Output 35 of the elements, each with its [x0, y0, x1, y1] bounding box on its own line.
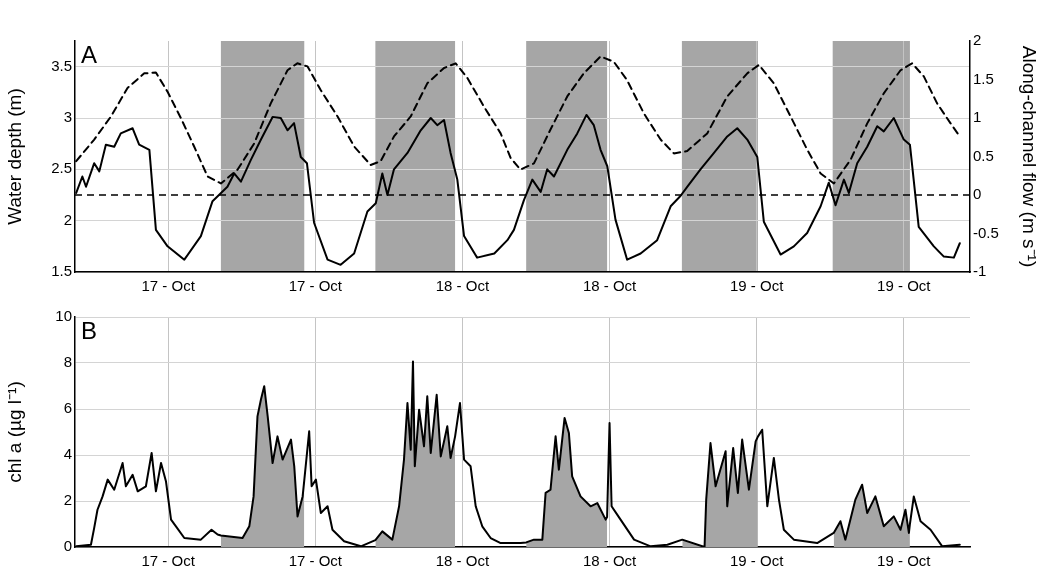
- x-tick-label: 18 - Oct: [435, 552, 490, 570]
- x-tick-label: 18 - Oct: [435, 277, 490, 295]
- y-tick-label: 2: [63, 210, 72, 228]
- y2-tick-label: 0: [973, 185, 982, 203]
- x-tick-label: 19 - Oct: [877, 552, 932, 570]
- y-tick-label: 0: [63, 537, 72, 555]
- x-tick-label: 17 - Oct: [141, 552, 196, 570]
- y-tick-label: 10: [55, 307, 72, 325]
- y2-tick-label: 2: [973, 31, 982, 49]
- y-tick-label: 8: [63, 353, 72, 371]
- y2-tick-label: 0.5: [973, 146, 994, 164]
- x-tick-label: 18 - Oct: [582, 277, 638, 295]
- x-tick-label: 19 - Oct: [877, 277, 932, 295]
- y-tick-label: 2.5: [51, 159, 72, 177]
- y2-tick-label: 1: [973, 108, 982, 126]
- y-axis-title: chl a (µg l⁻¹): [3, 381, 25, 483]
- x-tick-label: 19 - Oct: [729, 277, 785, 295]
- y-tick-label: 1.5: [51, 262, 72, 280]
- x-tick-label: 17 - Oct: [141, 277, 196, 295]
- y-tick-label: 3.5: [51, 56, 72, 74]
- y-axis-title: Water depth (m): [3, 88, 25, 225]
- y-tick-label: 2: [63, 491, 72, 509]
- y-tick-label: 3: [63, 108, 72, 126]
- y-tick-label: 4: [63, 445, 72, 463]
- annotation: A: [81, 40, 98, 68]
- y-tick-label: 6: [63, 399, 72, 417]
- x-tick-label: 17 - Oct: [288, 552, 343, 570]
- x-tick-label: 19 - Oct: [729, 552, 785, 570]
- y2-tick-label: 1.5: [973, 69, 994, 87]
- x-tick-label: 17 - Oct: [288, 277, 343, 295]
- y2-tick-label: -1: [973, 262, 987, 280]
- x-tick-label: 18 - Oct: [582, 552, 638, 570]
- y2-axis-title: Along-channel flow (m s⁻¹): [1019, 45, 1041, 268]
- annotation: B: [81, 316, 98, 344]
- y2-tick-label: -0.5: [973, 223, 999, 241]
